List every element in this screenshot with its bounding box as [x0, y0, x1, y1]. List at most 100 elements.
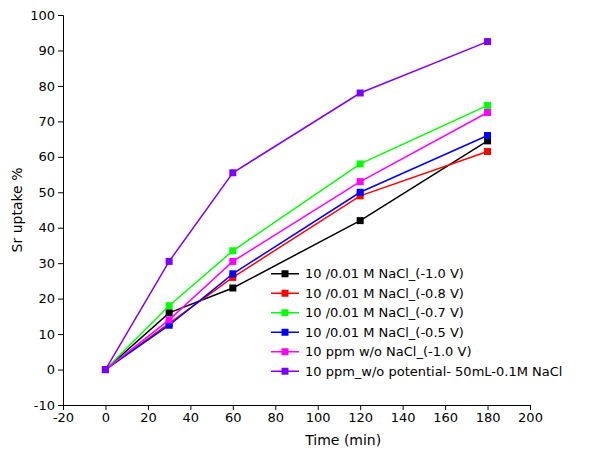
x-tick: 40 [183, 405, 200, 425]
x-tick-label: 40 [183, 410, 200, 425]
legend-label: 10 /0.01 M NaCl_(-0.5 V) [305, 325, 464, 340]
series-marker [229, 270, 236, 277]
x-tick-label: 140 [391, 410, 416, 425]
x-tick: 60 [225, 405, 242, 425]
x-tick-label: 160 [433, 410, 458, 425]
legend-label: 10 ppm_w/o potential- 50mL-0.1M NaCl [305, 364, 562, 379]
x-tick: 0 [102, 405, 110, 425]
x-tick: 140 [391, 405, 416, 425]
y-axis: -100102030405060708090100 [30, 8, 63, 413]
series-line [105, 141, 487, 370]
legend-item: 10 /0.01 M NaCl_(-0.7 V) [271, 305, 464, 320]
series-marker [166, 309, 173, 316]
x-tick-label: 120 [348, 410, 373, 425]
y-tick-label: 100 [30, 8, 55, 23]
series-layer [102, 38, 491, 373]
y-tick-mark [58, 299, 63, 300]
plot: -20 0 20 40 60 80 100 120 140 160 180 200 -10 0 10 20 30… [30, 8, 543, 426]
y-tick: 10 [38, 327, 63, 342]
legend-marker [282, 290, 289, 297]
y-axis-title: Sr uptake % [9, 168, 25, 253]
x-tick-label: 20 [140, 410, 157, 425]
y-tick-mark [58, 228, 63, 229]
series-line [105, 152, 487, 370]
y-tick-mark [58, 15, 63, 16]
x-tick: -20 [53, 405, 74, 425]
x-tick-label: 200 [518, 410, 543, 425]
y-tick-mark [58, 334, 63, 335]
y-tick-label: 40 [38, 220, 55, 235]
x-tick-label: 100 [306, 410, 331, 425]
y-tick: 70 [38, 114, 63, 129]
legend-label: 10 ppm w/o NaCl_(-1.0 V) [305, 344, 472, 359]
series-marker [229, 285, 236, 292]
y-tick-label: 30 [38, 256, 55, 271]
x-tick: 200 [518, 405, 543, 425]
legend-label: 10 /0.01 M NaCl_(-0.7 V) [305, 305, 464, 320]
legend-item: 10 /0.01 M NaCl_(-1.0 V) [271, 266, 464, 281]
series-marker [229, 247, 236, 254]
legend-marker [282, 368, 289, 375]
y-tick-label: 20 [38, 291, 55, 306]
y-tick-label: 60 [38, 149, 55, 164]
series-marker [484, 38, 491, 45]
series-marker [102, 366, 109, 373]
y-tick-label: 50 [38, 185, 55, 200]
series-marker [357, 160, 364, 167]
series-line [105, 42, 487, 370]
y-tick-mark [58, 370, 63, 371]
y-tick-mark [58, 263, 63, 264]
y-tick-label: 0 [47, 362, 55, 377]
y-tick: 0 [47, 362, 63, 377]
legend-marker [282, 329, 289, 336]
legend-item: 10 ppm w/o NaCl_(-1.0 V) [271, 344, 472, 359]
x-tick-label: -20 [53, 410, 74, 425]
series-marker [357, 189, 364, 196]
x-axis: -20 0 20 40 60 80 100 120 140 160 180 200 [53, 405, 543, 425]
series-marker [484, 102, 491, 109]
series-line [105, 113, 487, 370]
series-marker [166, 316, 173, 323]
series-marker [357, 217, 364, 224]
y-tick-mark [58, 405, 63, 406]
y-tick: -10 [34, 398, 63, 413]
series-marker [484, 109, 491, 116]
y-tick: 40 [38, 220, 63, 235]
x-tick-label: 60 [225, 410, 242, 425]
y-tick-label: 90 [38, 43, 55, 58]
x-tick: 180 [476, 405, 501, 425]
legend-marker [282, 348, 289, 355]
y-tick-mark [58, 192, 63, 193]
series-marker [102, 366, 109, 373]
x-tick: 120 [348, 405, 373, 425]
legend-item: 10 /0.01 M NaCl_(-0.8 V) [271, 286, 464, 301]
series-marker [102, 366, 109, 373]
series-line [105, 105, 487, 369]
x-tick: 20 [140, 405, 157, 425]
series-marker [484, 132, 491, 139]
series-marker [102, 366, 109, 373]
legend-label: 10 /0.01 M NaCl_(-1.0 V) [305, 266, 464, 281]
chart: -20 0 20 40 60 80 100 120 140 160 180 200 -10 0 10 20 30… [0, 0, 609, 455]
y-tick: 20 [38, 291, 63, 306]
y-tick-mark [58, 50, 63, 51]
series-marker [166, 302, 173, 309]
legend: 10 /0.01 M NaCl_(-1.0 V) 10 /0.01 M NaCl_… [271, 266, 562, 379]
series-marker [102, 366, 109, 373]
legend-label: 10 /0.01 M NaCl_(-0.8 V) [305, 286, 464, 301]
legend-marker [282, 270, 289, 277]
y-tick-label: 70 [38, 114, 55, 129]
y-tick: 100 [30, 8, 63, 23]
x-tick: 100 [306, 405, 331, 425]
x-axis-line [64, 406, 531, 411]
x-tick: 80 [267, 405, 284, 425]
x-tick-label: 180 [476, 410, 501, 425]
y-axis-line [58, 16, 64, 406]
series-marker [229, 169, 236, 176]
series-line [105, 136, 487, 370]
legend-item: 10 /0.01 M NaCl_(-0.5 V) [271, 325, 464, 340]
series-marker [357, 90, 364, 97]
series-marker [484, 148, 491, 155]
series-marker [102, 366, 109, 373]
y-tick: 30 [38, 256, 63, 271]
